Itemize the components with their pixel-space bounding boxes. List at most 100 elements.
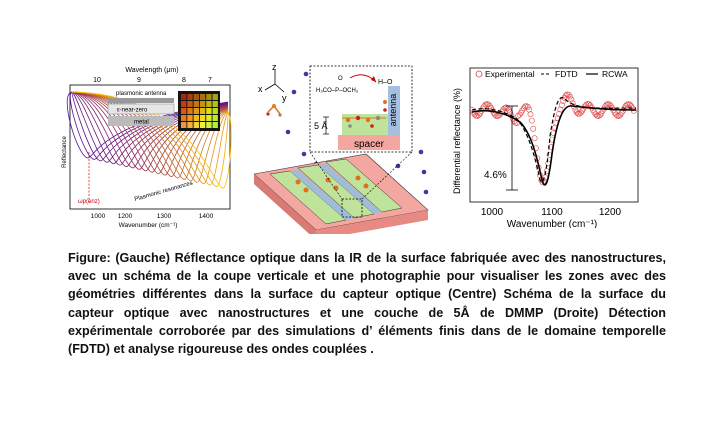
structure-inset: plasmonic antenna ε-near-zero metal (107, 91, 220, 131)
experimental-point (565, 91, 572, 98)
experimental-point (515, 112, 522, 119)
experimental-point (603, 101, 610, 108)
left-x-tick-1300: 1300 (157, 213, 172, 220)
legend-fdtd: FDTD (555, 69, 578, 79)
depth-label: 4.6% (484, 170, 507, 181)
left-plot-frame (69, 84, 231, 210)
top-axis-label: Wavelength (μm) (125, 67, 178, 74)
experimental-point (475, 112, 482, 118)
right-legend: Experimental FDTD RCWA (475, 69, 628, 79)
photo-tile (187, 101, 193, 107)
photo-tile (212, 115, 218, 121)
photo-tile (199, 108, 206, 114)
photo-tile (199, 94, 206, 100)
experimental-point (527, 111, 534, 118)
experimental-point (569, 100, 576, 106)
five-angstrom-label: 5 Å (314, 121, 328, 131)
center-sensor-schematic: z x y (253, 62, 429, 234)
experimental-point (568, 96, 575, 103)
axis-z: z (272, 62, 277, 72)
experimental-point (558, 102, 565, 108)
top-tick-8: 8 (182, 77, 186, 84)
legend-experimental: Experimental (485, 69, 535, 79)
photo-tile (187, 122, 193, 128)
photo-tile (193, 94, 199, 100)
experimental-point (626, 101, 633, 108)
photo-tile (193, 115, 199, 121)
left-x-tick-1000: 1000 (91, 213, 106, 220)
resonance-annotation: Plasmonic resonances (134, 181, 194, 203)
photo-tile (193, 122, 199, 128)
left-y-label: Reflectance (62, 135, 68, 167)
experimental-point (482, 101, 489, 108)
photo-tile (181, 94, 187, 100)
photo-tile (206, 108, 212, 114)
axis-y: y (282, 93, 287, 103)
rcwa-curve (471, 105, 637, 186)
axis-x: x (258, 84, 263, 94)
experimental-point (530, 125, 537, 132)
experimental-point (613, 111, 620, 118)
right-x-tick-1200: 1200 (599, 207, 622, 218)
experimental-point (573, 109, 580, 116)
experimental-point (560, 98, 566, 104)
axes-indicator: z x y (258, 62, 287, 103)
photo-tile (199, 115, 206, 121)
experimental-point (505, 106, 512, 113)
photo-tile (206, 122, 212, 128)
photo-tile (187, 94, 193, 100)
experimental-point (617, 112, 624, 118)
top-tick-7: 7 (208, 77, 212, 84)
experimental-point (524, 104, 531, 110)
photo-tile (187, 108, 193, 114)
photo-tile (193, 108, 199, 114)
experimental-point (528, 117, 535, 124)
photo-tile (193, 101, 199, 107)
experimental-point (596, 112, 603, 119)
experimental-point (575, 110, 582, 117)
experimental-point (504, 105, 511, 111)
photo-tile (181, 115, 187, 121)
photo-tile (212, 122, 218, 128)
inset-metal-label: metal (134, 120, 149, 126)
inset-enz-label: ε-near-zero (117, 108, 148, 114)
right-plot-frame (469, 67, 639, 203)
right-x-label: Wavenumber (cm⁻¹) (507, 219, 597, 228)
experimental-point (577, 109, 584, 116)
experimental-point (567, 93, 573, 100)
photo-tile (187, 115, 193, 121)
substrate-block (253, 151, 429, 234)
zoom-inset: spacer antenna 5 Å H₃CO–P–OCH₃ O H–O (309, 65, 413, 153)
hydroxyl-label: H–O (378, 79, 393, 86)
photo-tile (212, 108, 218, 114)
photo-tile (206, 115, 212, 121)
experimental-point (562, 92, 569, 99)
photo-tile (181, 101, 187, 107)
dmmp-formula: H₃CO–P–OCH₃ (316, 88, 359, 94)
photo-tile (199, 101, 206, 107)
experimental-point (516, 111, 523, 118)
left-x-tick-1400: 1400 (199, 213, 214, 220)
right-y-label: Differential reflectance (%) (452, 88, 462, 194)
legend-rcwa: RCWA (602, 69, 628, 79)
experimental-point (531, 135, 538, 142)
photo-tile (206, 101, 212, 107)
top-tick-10: 10 (93, 77, 101, 84)
omega-annotation: ωp(enz) (78, 199, 100, 205)
photo-tile (181, 122, 187, 128)
left-x-tick-1200: 1200 (118, 213, 133, 220)
right-x-tick-1100: 1100 (541, 207, 563, 218)
photo-tile (181, 108, 187, 114)
left-x-label: Wavenumber (cm⁻¹) (119, 222, 178, 229)
spacer-label: spacer (354, 139, 385, 150)
photo-tile (199, 122, 206, 128)
photo-tile (212, 94, 218, 100)
photo-tile (206, 94, 212, 100)
photo-tile (212, 101, 218, 107)
left-reflectance-plot: Wavelength (μm) 10 9 8 7 Reflectance pla… (62, 67, 232, 229)
top-tick-9: 9 (137, 77, 141, 84)
right-x-tick-1000: 1000 (481, 207, 504, 218)
experimental-point (557, 106, 564, 113)
figure-caption: Figure: (Gauche) Réflectance optique dan… (68, 251, 666, 357)
antenna-label: antenna (388, 94, 398, 127)
